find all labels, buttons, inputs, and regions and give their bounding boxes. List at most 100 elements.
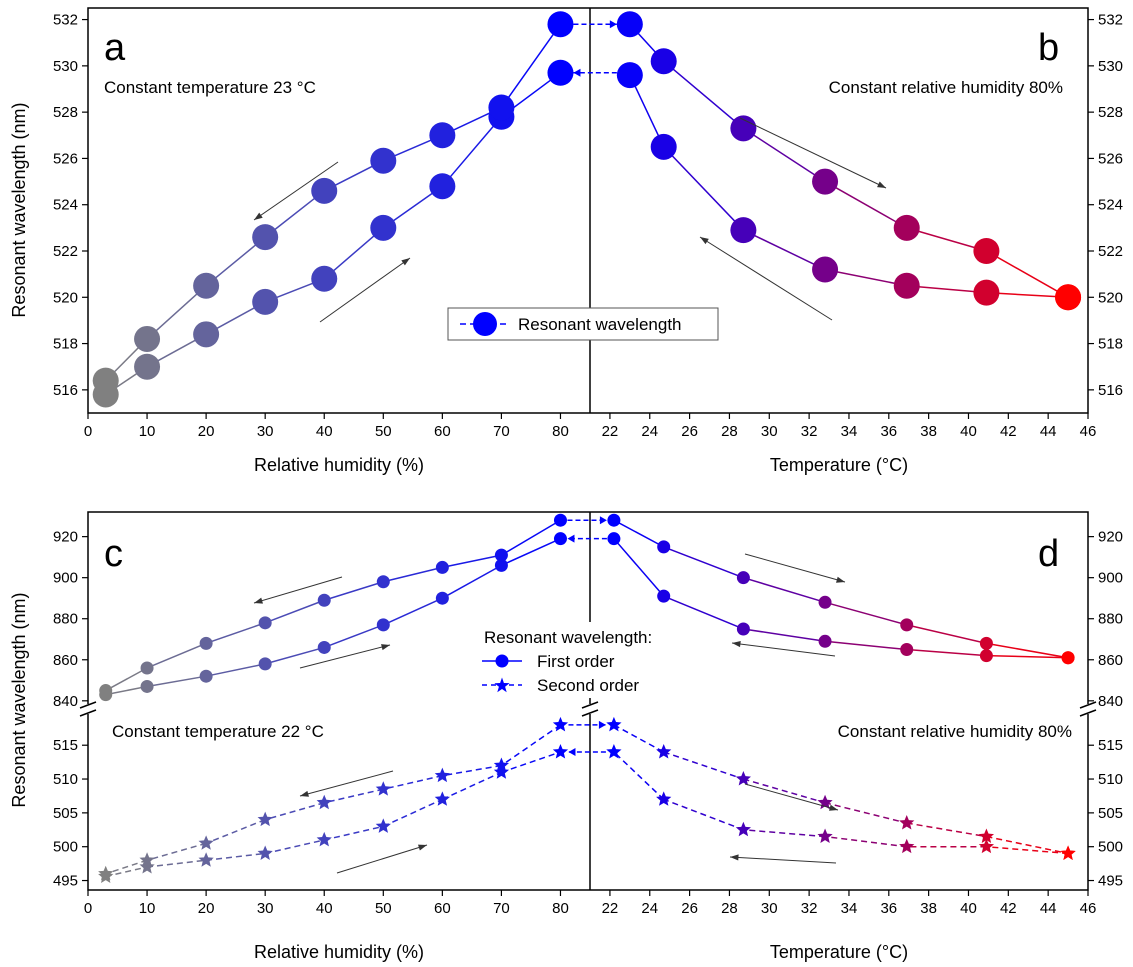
connector-arrowhead [598,720,606,729]
data-point [258,657,272,671]
data-point [311,177,338,204]
y-tick-label-left: 840 [53,693,78,710]
legend-bottom-title: Resonant wavelength: [484,628,652,647]
x-tick-label: 80 [552,900,569,917]
y-tick-label-left: 518 [53,336,78,353]
x-tick-label: 22 [602,423,619,440]
data-point-star [493,757,510,772]
x-tick-label: 30 [761,900,778,917]
y-tick-label-left: 495 [53,873,78,890]
legend-marker-circle-small [495,654,509,668]
x-tick-label: 34 [841,423,858,440]
data-point-star [656,743,672,759]
series-line-segment [501,519,561,556]
data-point [607,532,621,546]
direction-arrow-line [253,161,339,221]
x-tick-label: 80 [552,423,569,440]
y-tick-label-left: 526 [53,150,78,167]
series-line-segment [824,801,907,824]
direction-arrows [253,20,887,874]
series-line-segment [441,564,502,599]
data-point [900,618,914,632]
x-tick-label: 46 [1080,900,1097,917]
x-tick-label: 0 [84,423,92,440]
x-tick-label: 40 [960,423,977,440]
y-tick-label-left: 532 [53,12,78,29]
series-line-segment [264,646,325,665]
legend-top-label: Resonant wavelength [518,315,682,334]
series-line-segment [324,788,384,804]
xlabel-d: Temperature (°C) [770,942,908,962]
y-tick-label-right: 495 [1098,873,1123,890]
data-point [99,684,113,698]
y-tick-label-right: 860 [1098,652,1123,669]
direction-arrowhead [300,790,309,797]
data-point [376,575,390,589]
panel-letter-b: b [1038,27,1059,69]
x-tick-label: 20 [198,900,215,917]
data-point [199,669,213,683]
x-tick-label: 26 [681,423,698,440]
data-point [616,62,643,89]
series-line-segment [663,146,744,231]
series-line-segment [105,667,148,692]
direction-arrow-line [729,856,837,864]
data-point-star [735,771,751,786]
data-point [134,325,161,352]
connector-arrowhead [568,747,576,756]
series-line-segment [986,642,1069,659]
data-point [818,634,832,648]
data-point [547,59,574,86]
direction-arrowhead [732,640,741,648]
data-point [429,122,456,149]
x-tick-label: 28 [721,900,738,917]
series-line-segment [205,622,266,645]
data-point-star [606,743,622,759]
y-tick-label-left: 880 [53,611,78,628]
direction-arrow-line [699,236,833,321]
y-tick-label-right: 532 [1098,12,1123,29]
legend-bottom: Resonant wavelength: First order Second … [477,622,701,698]
series-line-segment [441,116,502,187]
x-tick-label: 50 [375,423,392,440]
data-point-star [552,716,569,732]
connector-arrowhead [609,20,617,29]
direction-arrow-line [739,117,887,189]
ylabel-bottom: Resonant wavelength (nm) [9,592,29,807]
x-tick-label: 60 [434,900,451,917]
direction-arrowhead [877,181,886,188]
series-line-segment [986,835,1069,855]
data-point-star [978,838,995,854]
data-point-star [198,835,214,850]
legend-marker-circle [473,312,497,336]
x-tick-label: 32 [801,900,818,917]
series-line-segment [986,845,1069,855]
axis-ticks: 0 10 20 30 40 50 60 70 80 22 24 26 28 30 32 34 36 38 40 42 4… [53,12,1123,917]
series-line-segment [824,180,908,229]
data-point [370,147,397,174]
series-line-segment [323,624,384,649]
series-line-segment [663,751,744,780]
series-line-segment [324,581,384,601]
series-line-segment [146,859,207,868]
x-tick-label: 34 [841,900,858,917]
data-point [730,115,757,142]
x-tick-label: 70 [493,900,510,917]
series-line-segment [613,724,665,753]
data-point [818,595,832,609]
series-line-segment [663,595,744,630]
data-point-star [257,811,273,827]
series-line-segment [264,802,325,821]
data-point [92,367,119,394]
y-tick-label-left: 515 [53,737,78,754]
direction-arrowhead [401,258,410,266]
y-tick-label-left: 524 [53,197,78,214]
series-line-segment [663,60,744,129]
y-tick-label-left: 500 [53,839,78,856]
data-point [812,168,839,195]
data-point [370,214,397,241]
x-tick-label: 30 [761,423,778,440]
series-line-segment [324,825,384,841]
y-tick-label-left: 860 [53,652,78,669]
